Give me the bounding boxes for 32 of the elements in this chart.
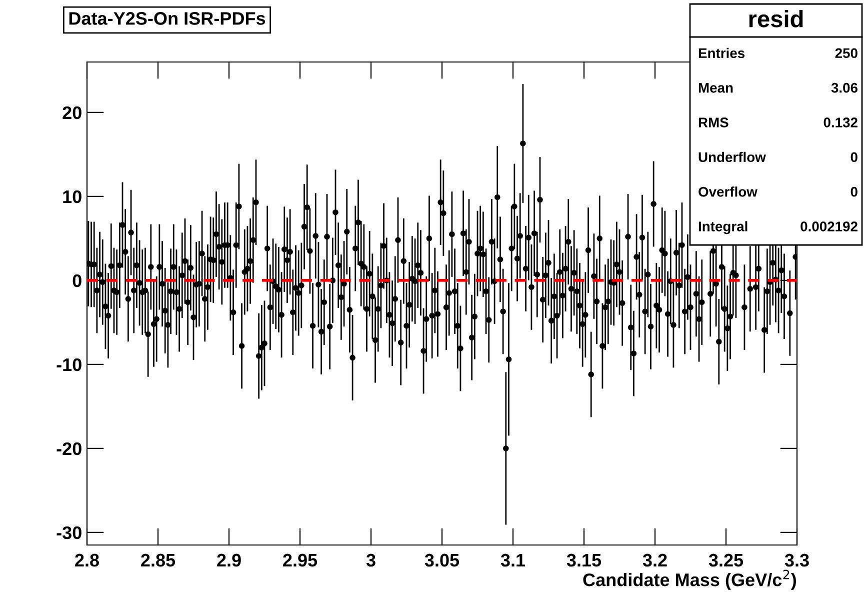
y-tick-label: 10: [63, 190, 82, 204]
y-tick-label: -20: [56, 442, 82, 456]
x-tick-label: 3.3: [784, 554, 809, 567]
x-tick-label: 3.2: [642, 554, 667, 567]
text: 0.132: [824, 118, 858, 128]
x-tick-label: 3: [366, 554, 376, 567]
x-tick-label: 3.05: [424, 554, 460, 567]
text: 0: [850, 152, 858, 162]
annotation: Mean: [698, 83, 733, 93]
y-tick-label: 0: [72, 274, 82, 288]
text: Entries: [698, 48, 745, 58]
x-tick-label: 3.15: [566, 554, 602, 567]
annotation: Integral: [698, 221, 748, 234]
text: 0.002192: [800, 222, 858, 232]
x-tick-label: 2.8: [75, 554, 99, 567]
y-tick-label: -10: [56, 358, 82, 372]
x-tick-label: 3.1: [500, 554, 526, 567]
annotation: Underflow: [698, 152, 766, 162]
text: 250: [835, 48, 858, 58]
annotation: Overflow: [698, 186, 758, 197]
x-tick-label: 2.9: [217, 554, 241, 567]
text: 3.06: [831, 82, 858, 93]
text: resid: [749, 10, 803, 28]
x-tick-label: 2.85: [141, 554, 176, 567]
chart-title: Data-Y2S-On ISR-PDFs: [69, 12, 266, 25]
y-tick-label: 20: [62, 106, 82, 120]
x-axis-title: Candidate Mass (GeV/c$^{2}$): [583, 570, 796, 590]
y-tick-label: -30: [56, 526, 82, 540]
x-tick-label: 3.25: [708, 554, 744, 567]
x-tick-label: 2.95: [283, 554, 318, 567]
text: 0: [850, 186, 858, 197]
annotation: RMS: [698, 118, 728, 128]
